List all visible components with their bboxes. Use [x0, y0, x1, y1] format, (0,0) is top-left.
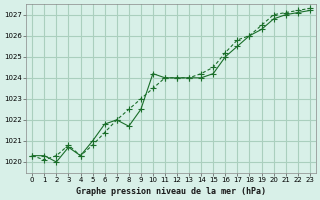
X-axis label: Graphe pression niveau de la mer (hPa): Graphe pression niveau de la mer (hPa) [76, 187, 266, 196]
